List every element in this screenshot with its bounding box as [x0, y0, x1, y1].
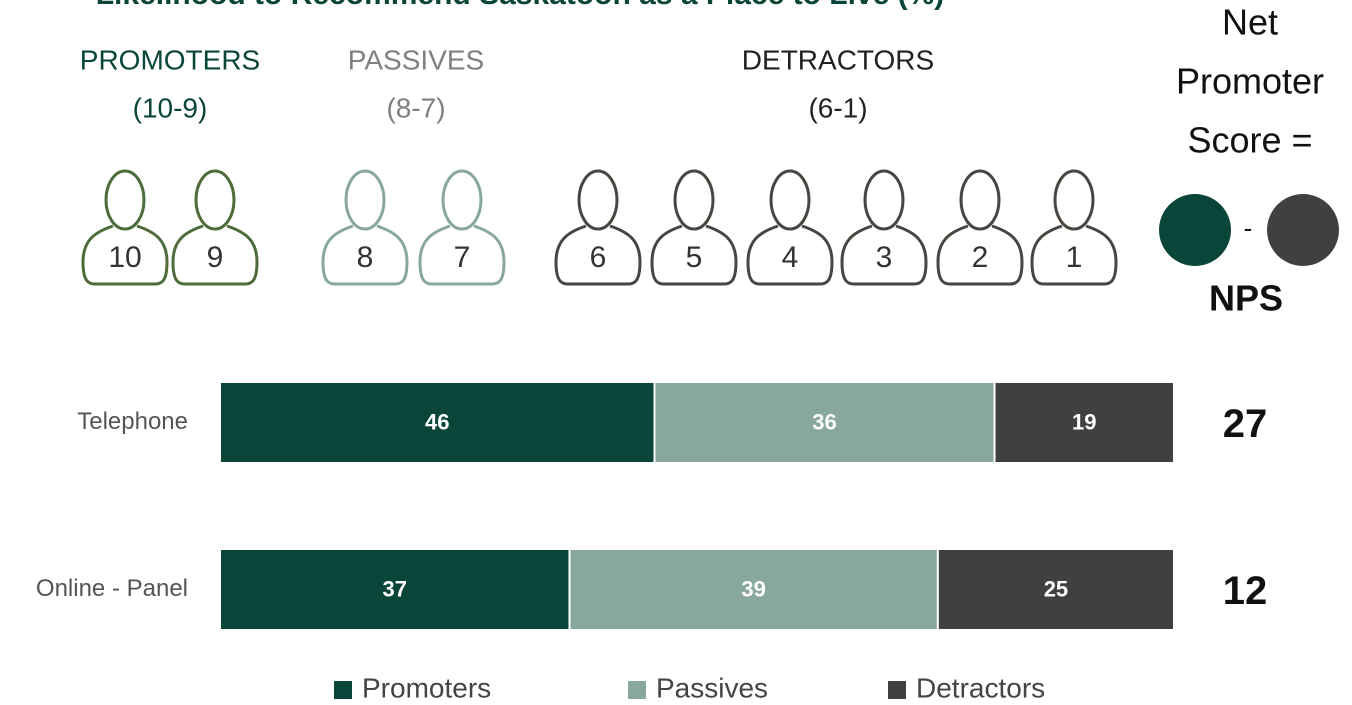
bar-segment	[993, 381, 1176, 464]
bar-value: 39	[741, 576, 765, 601]
person-head	[194, 169, 236, 231]
person-score: 7	[454, 241, 471, 274]
bar-value: 36	[812, 409, 836, 434]
person-head	[959, 169, 1001, 231]
person-head	[344, 169, 386, 231]
bar-segment	[653, 381, 996, 464]
legend-label: Passives	[656, 672, 768, 703]
nps-value: 12	[1223, 569, 1268, 613]
person-score: 1	[1066, 241, 1083, 274]
person-head	[863, 169, 905, 231]
bar-value: 25	[1044, 576, 1068, 601]
title: Likelihood to Recommend Saskatoon as a P…	[96, 0, 945, 11]
group-name: PROMOTERS	[80, 44, 260, 75]
person-body	[321, 224, 409, 286]
group-name: DETRACTORS	[742, 44, 934, 75]
formula-line: Promoter	[1176, 61, 1324, 102]
bar-segment	[936, 548, 1175, 631]
group-name: PASSIVES	[348, 44, 484, 75]
person-body	[171, 224, 259, 286]
person-body	[746, 224, 834, 286]
group-range: (6-1)	[808, 92, 867, 123]
legend-label: Detractors	[916, 672, 1045, 703]
group-range: (10-9)	[133, 92, 208, 123]
person-body	[81, 224, 169, 286]
person-head	[441, 169, 483, 231]
legend-swatch	[888, 681, 906, 699]
person-body	[554, 224, 642, 286]
legend-label: Promoters	[362, 672, 491, 703]
person-head	[1053, 169, 1095, 231]
person-head	[673, 169, 715, 231]
person-body	[650, 224, 738, 286]
bar-segment	[219, 548, 571, 631]
person-score: 4	[782, 241, 799, 274]
group-range: (8-7)	[386, 92, 445, 123]
bar-value: 46	[425, 409, 449, 434]
person-score: 3	[876, 241, 893, 274]
formula-result: NPS	[1209, 278, 1283, 319]
bar-value: 37	[383, 576, 407, 601]
person-score: 2	[972, 241, 989, 274]
bar-segment	[568, 548, 939, 631]
detractor-circle	[1267, 194, 1339, 266]
person-score: 9	[207, 241, 224, 274]
person-head	[577, 169, 619, 231]
promoter-circle	[1159, 194, 1231, 266]
nps-value: 27	[1223, 402, 1268, 446]
legend-swatch	[334, 681, 352, 699]
person-body	[1030, 224, 1118, 286]
person-head	[104, 169, 146, 231]
category-label: Online - Panel	[36, 575, 188, 602]
person-body	[936, 224, 1024, 286]
person-score: 8	[357, 241, 374, 274]
person-score: 10	[108, 241, 141, 274]
formula-operator: -	[1244, 213, 1253, 243]
person-body	[840, 224, 928, 286]
category-label: Telephone	[77, 408, 188, 435]
person-body	[418, 224, 506, 286]
legend-swatch	[628, 681, 646, 699]
person-head	[769, 169, 811, 231]
person-score: 6	[590, 241, 607, 274]
formula-line: Score =	[1187, 120, 1312, 161]
person-score: 5	[686, 241, 703, 274]
formula-line: Net	[1222, 2, 1278, 43]
bar-value: 19	[1072, 409, 1096, 434]
